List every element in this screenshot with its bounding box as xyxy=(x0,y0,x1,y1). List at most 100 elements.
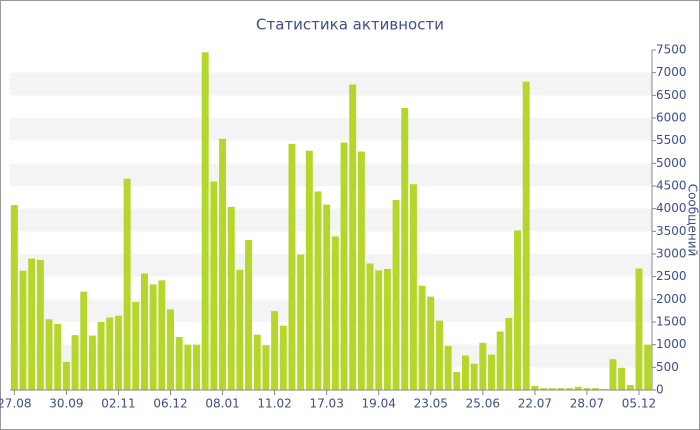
bar xyxy=(236,269,244,390)
grid-band xyxy=(10,118,652,141)
bar xyxy=(184,344,192,390)
bar xyxy=(392,200,400,390)
x-tick-label: 25.06 xyxy=(466,397,500,411)
y-tick-label: 6500 xyxy=(656,88,687,102)
bar xyxy=(305,150,313,390)
bar xyxy=(548,388,556,390)
bar xyxy=(470,363,478,390)
bar xyxy=(418,285,426,390)
bar xyxy=(444,346,452,390)
bar xyxy=(167,309,174,390)
bar xyxy=(97,322,105,390)
bar xyxy=(635,268,643,390)
bar xyxy=(106,317,114,390)
bar xyxy=(262,345,270,390)
y-tick-label: 0 xyxy=(656,383,664,397)
bar xyxy=(531,385,539,390)
x-tick-label: 28.07 xyxy=(570,397,604,411)
x-tick-label: 02.11 xyxy=(101,397,135,411)
y-tick-label: 500 xyxy=(656,360,679,374)
bar xyxy=(479,342,487,390)
bar xyxy=(45,319,53,390)
y-tick-label: 2000 xyxy=(656,292,687,306)
bar xyxy=(409,184,417,390)
y-tick-label: 5000 xyxy=(656,156,687,170)
bar xyxy=(271,311,279,390)
y-tick-label: 3500 xyxy=(656,224,687,238)
bar xyxy=(193,344,200,390)
bar xyxy=(245,239,253,390)
bar xyxy=(375,270,383,390)
grid-band xyxy=(10,163,652,186)
bar xyxy=(488,354,495,390)
y-tick-label: 4000 xyxy=(656,201,687,215)
bar xyxy=(10,205,18,390)
bar xyxy=(71,335,79,390)
bar xyxy=(618,367,626,390)
bar xyxy=(158,280,166,390)
bar xyxy=(141,273,148,390)
bar xyxy=(566,388,574,390)
x-tick-label: 23.05 xyxy=(414,397,448,411)
bar xyxy=(62,361,70,390)
bar xyxy=(314,191,322,390)
bar xyxy=(357,151,365,390)
bar xyxy=(453,371,461,390)
y-tick-label: 7000 xyxy=(656,65,687,79)
bar xyxy=(88,335,96,390)
chart-title: Статистика активности xyxy=(256,16,444,34)
x-tick-label: 08.01 xyxy=(205,397,239,411)
bar xyxy=(28,258,36,390)
bar xyxy=(626,385,634,390)
y-tick-label: 5500 xyxy=(656,133,687,147)
x-tick-label: 27.08 xyxy=(0,397,32,411)
bar xyxy=(132,302,140,390)
bar xyxy=(297,254,305,390)
bar xyxy=(253,334,261,390)
x-tick-label: 30.09 xyxy=(49,397,83,411)
bar xyxy=(340,142,348,390)
bar xyxy=(644,344,652,390)
y-axis-title: Сообщений xyxy=(686,184,700,257)
bar xyxy=(80,291,88,390)
bar xyxy=(54,323,62,390)
bar xyxy=(514,230,521,390)
x-tick-label: 17.03 xyxy=(309,397,343,411)
bar xyxy=(435,320,443,390)
bar xyxy=(19,270,27,390)
bar xyxy=(383,268,391,390)
bar xyxy=(123,178,131,390)
bar xyxy=(462,355,469,390)
bar xyxy=(540,388,548,390)
bar xyxy=(574,386,582,390)
y-tick-label: 2500 xyxy=(656,269,687,283)
grid-band xyxy=(10,254,652,277)
bar xyxy=(201,52,209,391)
grid-band xyxy=(10,208,652,232)
y-tick-label: 4500 xyxy=(656,179,687,193)
bar xyxy=(114,315,122,390)
x-tick-label: 05.12 xyxy=(622,397,656,411)
grid-band xyxy=(10,72,652,96)
bar xyxy=(149,284,157,390)
x-tick-label: 06.12 xyxy=(153,397,187,411)
bar xyxy=(288,143,296,390)
x-tick-label: 22.07 xyxy=(518,397,552,411)
bar xyxy=(227,206,235,390)
x-tick-label: 11.02 xyxy=(257,397,291,411)
bar xyxy=(522,81,530,390)
bar xyxy=(210,181,218,390)
bar xyxy=(279,325,287,390)
bar xyxy=(592,388,600,390)
y-tick-label: 3000 xyxy=(656,247,687,261)
y-tick-label: 7500 xyxy=(656,43,687,57)
bar xyxy=(557,388,565,390)
bar xyxy=(331,236,339,390)
bar xyxy=(401,108,409,390)
bar xyxy=(349,84,357,390)
bar xyxy=(505,317,513,390)
x-tick-label: 19.04 xyxy=(362,397,396,411)
bar xyxy=(36,259,44,390)
bar xyxy=(427,296,435,390)
